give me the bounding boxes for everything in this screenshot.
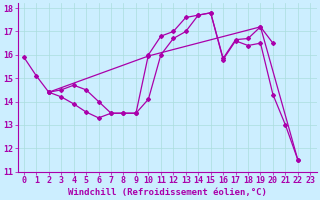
- X-axis label: Windchill (Refroidissement éolien,°C): Windchill (Refroidissement éolien,°C): [68, 188, 267, 197]
